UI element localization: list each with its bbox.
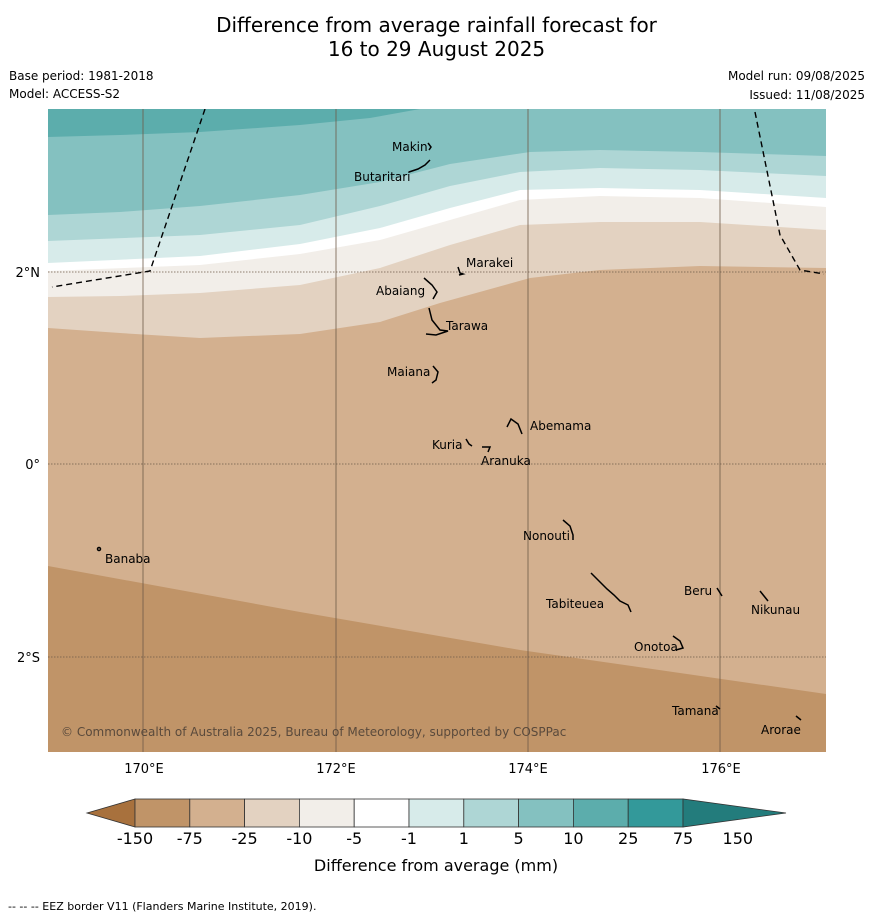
anomaly-bands <box>48 109 826 752</box>
colorbar-swatch <box>463 798 519 828</box>
island-banaba <box>96 546 102 552</box>
label-marakei: Marakei <box>466 256 513 270</box>
colorbar-swatch <box>518 798 574 828</box>
island-abemama <box>506 417 523 435</box>
base-period-text: Base period: 1981-2018 <box>9 69 154 83</box>
colorbar-swatch <box>353 798 410 828</box>
title-line-1: Difference from average rainfall forecas… <box>216 13 657 37</box>
label-makin: Makin <box>392 140 428 154</box>
label-banaba: Banaba <box>105 552 151 566</box>
label-butaritari: Butaritari <box>354 170 411 184</box>
issued-text: Issued: 11/08/2025 <box>749 88 865 102</box>
colorbar-tick-label: -10 <box>286 829 312 848</box>
lat-tick-2n: 2°N <box>16 266 41 281</box>
label-aranuka: Aranuka <box>481 454 531 468</box>
colorbar-extend-high <box>682 798 787 828</box>
place-labels: Makin Butaritari Marakei Abaiang Tarawa … <box>105 140 801 737</box>
colorbar-tick-label: 150 <box>723 829 754 848</box>
copyright-text: © Commonwealth of Australia 2025, Bureau… <box>61 725 566 739</box>
label-tabiteuea: Tabiteuea <box>545 597 604 611</box>
colorbar-tick-label: -1 <box>401 829 417 848</box>
eez-border <box>51 109 825 288</box>
eez-border-east <box>754 111 825 275</box>
colorbar-swatch <box>298 798 355 828</box>
label-abaiang: Abaiang <box>376 284 425 298</box>
colorbar-tick-label: 1 <box>459 829 469 848</box>
label-arorae: Arorae <box>761 723 801 737</box>
islands <box>96 142 802 721</box>
colorbar-swatch <box>244 798 300 828</box>
lat-tick-0: 0° <box>25 458 40 473</box>
model-text: Model: ACCESS-S2 <box>9 87 121 101</box>
band-plus25 <box>48 109 826 215</box>
lon-tick-174e: 174°E <box>508 762 548 777</box>
island-nikunau <box>759 590 769 602</box>
model-run-text: Model run: 09/08/2025 <box>727 69 865 83</box>
colorbar-swatch <box>134 798 191 828</box>
label-abemama: Abemama <box>530 419 591 433</box>
colorbar-labels: -150 -75 -25 -10 -5 -1 1 5 10 25 75 150 <box>117 829 753 848</box>
lon-tick-170e: 170°E <box>124 762 164 777</box>
colorbar-tick-label: -5 <box>346 829 362 848</box>
island-butaritari <box>408 159 431 173</box>
band-plus75 <box>48 109 420 137</box>
colorbar-extend-low <box>85 798 136 828</box>
gridlines <box>48 109 826 752</box>
lon-tick-172e: 172°E <box>316 762 356 777</box>
island-marakei <box>457 266 466 276</box>
island-tabiteuea <box>590 572 632 613</box>
colorbar-tick-label: 10 <box>563 829 583 848</box>
label-onotoa: Onotoa <box>634 640 678 654</box>
colorbar-swatch <box>627 798 684 828</box>
island-tamana <box>715 705 721 710</box>
colorbar-swatch <box>189 798 246 828</box>
colorbar-title: Difference from average (mm) <box>314 856 558 875</box>
colorbar-tick-label: 25 <box>618 829 638 848</box>
colorbar-tick-label: 5 <box>514 829 524 848</box>
colorbar-swatches <box>85 798 787 828</box>
lon-tick-176e: 176°E <box>701 762 741 777</box>
lon-tick-labels: 170°E 172°E 174°E 176°E <box>124 762 741 777</box>
label-maiana: Maiana <box>387 365 430 379</box>
colorbar: -150 -75 -25 -10 -5 -1 1 5 10 25 75 150 Difference … <box>85 798 787 875</box>
lat-tick-2s: 2°S <box>17 651 40 666</box>
island-maiana <box>431 365 439 384</box>
label-tamana: Tamana <box>671 704 719 718</box>
island-kuria <box>465 438 473 447</box>
island-tarawa <box>425 307 449 336</box>
rainfall-map: Makin Butaritari Marakei Abaiang Tarawa … <box>16 109 826 875</box>
colorbar-tick-label: -150 <box>117 829 153 848</box>
island-makin <box>427 142 432 151</box>
label-nikunau: Nikunau <box>751 603 800 617</box>
label-nonouti: Nonouti <box>523 529 570 543</box>
colorbar-swatch <box>573 798 629 828</box>
island-abaiang <box>423 277 438 300</box>
label-kuria: Kuria <box>432 438 463 452</box>
island-aranuka <box>482 446 492 453</box>
eez-border-west <box>51 109 206 288</box>
colorbar-swatch <box>408 798 465 828</box>
label-tarawa: Tarawa <box>445 319 488 333</box>
label-beru: Beru <box>684 584 712 598</box>
colorbar-tick-label: -25 <box>232 829 258 848</box>
colorbar-tick-label: -75 <box>177 829 203 848</box>
eez-footnote: -- -- -- EEZ border V11 (Flanders Marine… <box>8 900 317 913</box>
island-nonouti <box>562 519 574 540</box>
island-onotoa <box>672 635 685 651</box>
island-beru <box>716 587 723 597</box>
colorbar-tick-label: 75 <box>673 829 693 848</box>
title-line-2: 16 to 29 August 2025 <box>327 37 546 61</box>
island-arorae <box>795 715 802 721</box>
lat-tick-labels: 2°N 0° 2°S <box>16 266 41 666</box>
